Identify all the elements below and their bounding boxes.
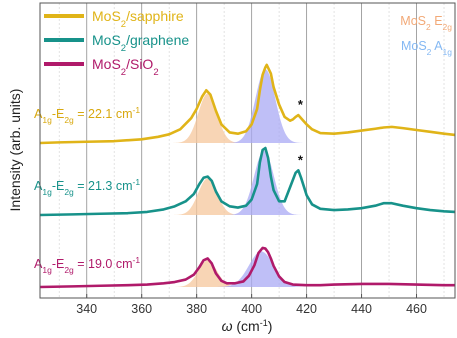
x-tick-label: 400 (241, 302, 262, 316)
x-tick-label: 460 (406, 302, 427, 316)
peak-fill-a1g (224, 150, 304, 215)
series-line (39, 63, 456, 145)
plot-frame (39, 2, 456, 299)
x-axis-ticks: 340 360 380 400 420 440 460 (76, 294, 427, 316)
delta-annotation: A1g-E2g = 22.1 cm-1 (34, 105, 140, 125)
peak-fill-a1g (211, 251, 311, 287)
mode-labels: MoS2 E2g MoS2 A1g (400, 14, 452, 57)
mode-label: MoS2 A1g (401, 39, 452, 57)
peak-stars: ** (298, 97, 304, 167)
peak-star: * (298, 152, 304, 167)
x-tick-label: 420 (296, 302, 317, 316)
delta-annotation: A1g-E2g = 21.3 cm-1 (34, 177, 140, 197)
delta-annotations: A1g-E2g = 22.1 cm-1 A1g-E2g = 21.3 cm-1 A1… (34, 105, 140, 275)
x-tick-label: 440 (351, 302, 372, 316)
peak-fill-e2g (170, 260, 246, 287)
legend-label: MoS2/SiO2 (92, 56, 159, 78)
peak-fill-e2g (170, 93, 246, 143)
x-axis-label: ω (cm-1) (222, 318, 273, 334)
grid-lines (58, 3, 445, 298)
series-line (39, 246, 455, 289)
spectra (39, 63, 456, 289)
peak-fill-e2g (170, 178, 246, 215)
peak-star: * (298, 97, 304, 112)
y-axis-label: Intensity (arb. units) (7, 89, 23, 212)
delta-annotation: A1g-E2g = 19.0 cm-1 (34, 255, 140, 275)
x-tick-label: 380 (186, 302, 207, 316)
x-tick-label: 340 (76, 302, 97, 316)
plot-background (40, 3, 455, 298)
mode-label: MoS2 E2g (400, 14, 452, 32)
legend-label: MoS2/graphene (92, 32, 189, 54)
legend-label: MoS2/sapphire (92, 8, 184, 30)
peak-fills (170, 69, 311, 287)
peak-fill-a1g (225, 69, 305, 143)
x-tick-label: 360 (131, 302, 152, 316)
series-line (39, 146, 456, 217)
